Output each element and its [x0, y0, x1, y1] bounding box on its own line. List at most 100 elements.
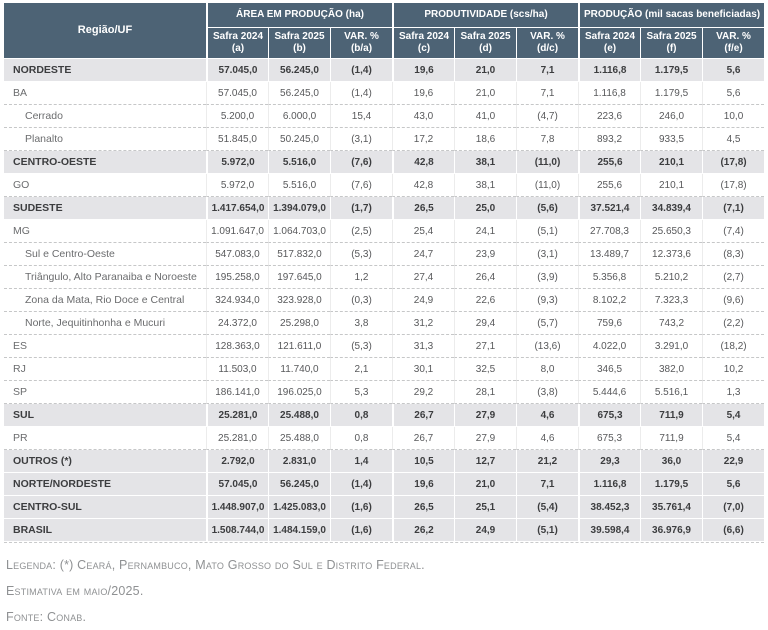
value-cell: 26,7 — [392, 404, 455, 427]
table-row: NORDESTE 57.045,0 56.245,0 (1,4) 19,6 21,0 7,1… — [4, 59, 765, 82]
value-cell: 7,1 — [516, 59, 579, 82]
value-cell: 5,4 — [702, 404, 765, 427]
value-cell: 324.934,0 — [206, 289, 268, 312]
value-cell: 27,4 — [392, 266, 455, 289]
value-cell: 42,8 — [392, 151, 455, 174]
value-cell: 7,1 — [516, 82, 579, 105]
value-cell: 1.179,5 — [640, 82, 703, 105]
value-cell: 10,5 — [392, 450, 455, 473]
value-cell: 29,4 — [454, 312, 517, 335]
value-cell: 29,3 — [578, 450, 641, 473]
table-row: SUL 25.281,0 25.488,0 0,8 26,7 27,9 4,6 675,3 71… — [4, 404, 765, 427]
value-cell: 255,6 — [578, 174, 641, 197]
region-cell: SUL — [4, 404, 206, 427]
value-cell: (18,2) — [702, 335, 765, 358]
value-cell: 1.179,5 — [640, 473, 703, 496]
value-cell: 5.516,0 — [268, 174, 330, 197]
region-column-header: Região/UF — [4, 3, 206, 59]
value-cell: 22,9 — [702, 450, 765, 473]
value-cell: 31,3 — [392, 335, 455, 358]
value-cell: 37.521,4 — [578, 197, 641, 220]
value-cell: 10,2 — [702, 358, 765, 381]
value-cell: 26,5 — [392, 197, 455, 220]
region-cell: Cerrado — [4, 105, 206, 128]
value-cell: 5,6 — [702, 473, 765, 496]
value-cell: 711,9 — [640, 427, 703, 450]
value-cell: 56.245,0 — [268, 59, 330, 82]
value-cell: (5,3) — [330, 335, 393, 358]
value-cell: 35.761,4 — [640, 496, 703, 519]
value-cell: 12.373,6 — [640, 243, 703, 266]
value-cell: 8.102,2 — [578, 289, 641, 312]
table-row: Norte, Jequitinhonha e Mucuri 24.372,0 25.… — [4, 312, 765, 335]
value-cell: 38,1 — [454, 174, 517, 197]
value-cell: 121.611,0 — [268, 335, 330, 358]
value-cell: 5,6 — [702, 59, 765, 82]
value-cell: 27,1 — [454, 335, 517, 358]
value-cell: (1,4) — [330, 82, 393, 105]
group-header-row: Região/UF ÁREA EM PRODUÇÃO (ha) PRODUTIV… — [4, 3, 765, 59]
value-cell: 19,6 — [392, 82, 455, 105]
region-cell: MG — [4, 220, 206, 243]
value-cell: 11.503,0 — [206, 358, 268, 381]
value-cell: 25.281,0 — [206, 404, 268, 427]
value-cell: (1,6) — [330, 519, 393, 542]
value-cell: 210,1 — [640, 174, 703, 197]
value-cell: 27,9 — [454, 404, 517, 427]
value-cell: 19,6 — [392, 473, 455, 496]
value-cell: 1.448.907,0 — [206, 496, 268, 519]
value-cell: 25,1 — [454, 496, 517, 519]
column-header-safra-2025-d: Safra 2025 (d) — [454, 28, 517, 59]
value-cell: 21,0 — [454, 473, 517, 496]
value-cell: 18,6 — [454, 128, 517, 151]
value-cell: 28,1 — [454, 381, 517, 404]
value-cell: 7,1 — [516, 473, 579, 496]
value-cell: 24,9 — [454, 519, 517, 542]
value-cell: 38,1 — [454, 151, 517, 174]
value-cell: 22,6 — [454, 289, 517, 312]
value-cell: 382,0 — [640, 358, 703, 381]
value-cell: 43,0 — [392, 105, 455, 128]
value-cell: 19,6 — [392, 59, 455, 82]
value-cell: (11,0) — [516, 151, 579, 174]
value-cell: 26,2 — [392, 519, 455, 542]
region-cell: PR — [4, 427, 206, 450]
value-cell: 223,6 — [578, 105, 641, 128]
value-cell: 743,2 — [640, 312, 703, 335]
value-cell: 1,2 — [330, 266, 393, 289]
region-cell: Norte, Jequitinhonha e Mucuri — [4, 312, 206, 335]
value-cell: 17,2 — [392, 128, 455, 151]
value-cell: 1.064.703,0 — [268, 220, 330, 243]
value-cell: (5,4) — [516, 496, 579, 519]
value-cell: (5,7) — [516, 312, 579, 335]
value-cell: (17,8) — [702, 174, 765, 197]
value-cell: 29,2 — [392, 381, 455, 404]
value-cell: 2,1 — [330, 358, 393, 381]
value-cell: 1.179,5 — [640, 59, 703, 82]
value-cell: 1.116,8 — [578, 473, 641, 496]
value-cell: 57.045,0 — [206, 82, 268, 105]
value-cell: 7.323,3 — [640, 289, 703, 312]
value-cell: 31,2 — [392, 312, 455, 335]
value-cell: (8,3) — [702, 243, 765, 266]
value-cell: 24,7 — [392, 243, 455, 266]
column-header-var-dc: VAR. % (d/c) — [516, 28, 579, 59]
value-cell: 39.598,4 — [578, 519, 641, 542]
value-cell: 196.025,0 — [268, 381, 330, 404]
value-cell: 1.116,8 — [578, 59, 641, 82]
region-cell: ES — [4, 335, 206, 358]
value-cell: (3,8) — [516, 381, 579, 404]
table-row: OUTROS (*) 2.792,0 2.831,0 1,4 10,5 12,7 21,2 2… — [4, 450, 765, 473]
value-cell: 1,4 — [330, 450, 393, 473]
table-row: MG 1.091.647,0 1.064.703,0 (2,5) 25,4 24,1 (5,… — [4, 220, 765, 243]
region-cell: GO — [4, 174, 206, 197]
value-cell: 25.281,0 — [206, 427, 268, 450]
value-cell: 25.650,3 — [640, 220, 703, 243]
value-cell: 5.972,0 — [206, 174, 268, 197]
group-header-area: ÁREA EM PRODUÇÃO (ha) — [206, 3, 393, 28]
table-row: NORTE/NORDESTE 57.045,0 56.245,0 (1,4) 19,6 2… — [4, 473, 765, 496]
value-cell: 246,0 — [640, 105, 703, 128]
group-header-produtividade: PRODUTIVIDADE (scs/ha) — [392, 3, 579, 28]
value-cell: (1,4) — [330, 59, 393, 82]
